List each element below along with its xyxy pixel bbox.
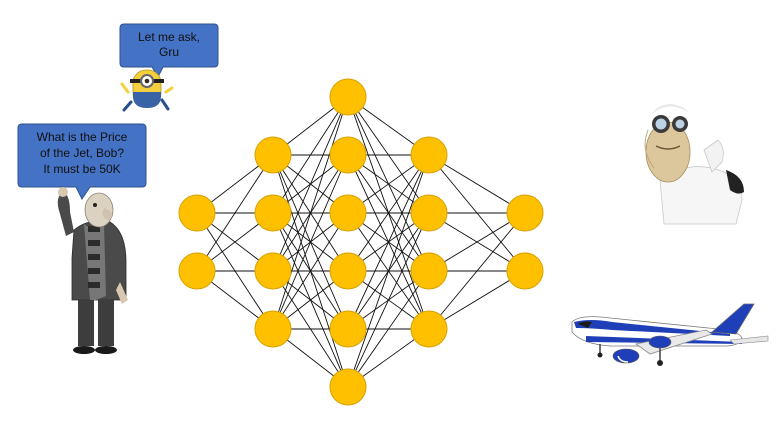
minion-bubble-line1: Let me ask, bbox=[138, 30, 200, 44]
network-edge bbox=[428, 270, 526, 330]
network-node bbox=[254, 310, 292, 348]
gru-bubble-line3: It must be 50K bbox=[43, 162, 120, 176]
network-node bbox=[254, 252, 292, 290]
network-node bbox=[329, 136, 367, 174]
network-node bbox=[410, 310, 448, 348]
network-node bbox=[506, 252, 544, 290]
network-node bbox=[329, 310, 367, 348]
network-nodes bbox=[178, 78, 544, 406]
network-node bbox=[254, 194, 292, 232]
network-edge bbox=[347, 270, 430, 388]
network-node bbox=[410, 136, 448, 174]
network-node bbox=[410, 194, 448, 232]
network-node bbox=[329, 368, 367, 406]
network-edge bbox=[272, 96, 349, 272]
network-edge bbox=[347, 154, 430, 330]
network-edge bbox=[272, 96, 349, 330]
network-edge bbox=[272, 212, 349, 330]
network-edges bbox=[196, 96, 526, 388]
network-node bbox=[506, 194, 544, 232]
network-edge bbox=[428, 212, 526, 272]
network-edge bbox=[347, 212, 430, 388]
network-edge bbox=[428, 154, 526, 214]
jet-airplane bbox=[571, 303, 769, 366]
scientist-character bbox=[644, 104, 744, 225]
gru-character bbox=[57, 187, 128, 354]
network-edge bbox=[196, 154, 274, 272]
gru-speech-bubble: What is the Price of the Jet, Bob? It mu… bbox=[17, 123, 147, 200]
network-edge bbox=[347, 154, 430, 272]
minion-speech-bubble: Let me ask, Gru bbox=[119, 23, 219, 79]
network-edge bbox=[272, 96, 349, 214]
network-node bbox=[329, 252, 367, 290]
gru-bubble-shape bbox=[17, 123, 147, 200]
gru-bubble-line1: What is the Price bbox=[37, 130, 128, 144]
network-edge bbox=[347, 154, 430, 388]
network-node bbox=[410, 252, 448, 290]
network-node bbox=[254, 136, 292, 174]
network-edge bbox=[428, 212, 526, 330]
minion-bubble-line2: Gru bbox=[159, 45, 179, 59]
network-node bbox=[329, 194, 367, 232]
network-node bbox=[178, 194, 216, 232]
network-node bbox=[178, 252, 216, 290]
network-edge bbox=[272, 154, 349, 330]
minion-character bbox=[120, 69, 174, 112]
gru-bubble-line2: of the Jet, Bob? bbox=[40, 146, 124, 160]
minion-bubble-shape bbox=[119, 23, 219, 79]
network-node bbox=[329, 78, 367, 116]
